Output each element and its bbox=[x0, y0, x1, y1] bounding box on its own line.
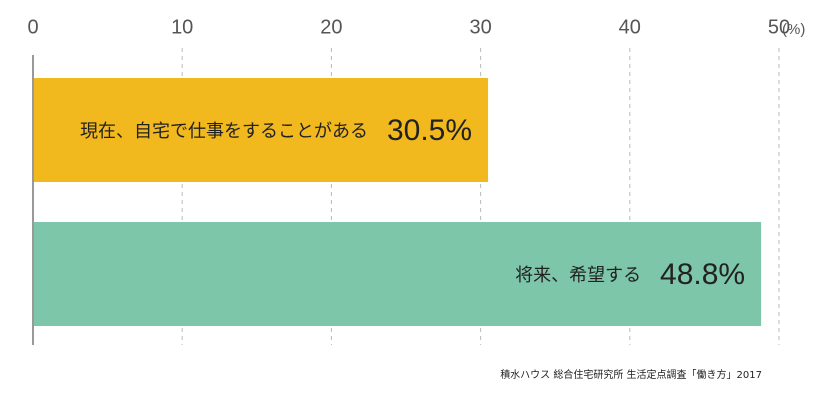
source: 積水ハウス 総合住宅研究所 生活定点調査「働き方」2017 bbox=[500, 368, 762, 381]
category-label: 将来、希望する bbox=[515, 265, 641, 286]
x-tick-label: 0 bbox=[27, 16, 38, 38]
x-tick-label: 30 bbox=[469, 16, 491, 38]
x-tick-label: 40 bbox=[619, 16, 641, 38]
bar bbox=[33, 78, 489, 182]
x-tick-label: 10 bbox=[171, 16, 193, 38]
x-tick-label: 20 bbox=[320, 16, 342, 38]
value-label: 30.5% bbox=[387, 114, 472, 147]
bar bbox=[33, 222, 762, 326]
value-label: 48.8% bbox=[660, 258, 745, 291]
x-tick-label: 50 bbox=[768, 16, 790, 38]
category-label: 現在、自宅で仕事をすることがある bbox=[80, 121, 368, 142]
x-axis-unit: (%) bbox=[782, 21, 805, 38]
